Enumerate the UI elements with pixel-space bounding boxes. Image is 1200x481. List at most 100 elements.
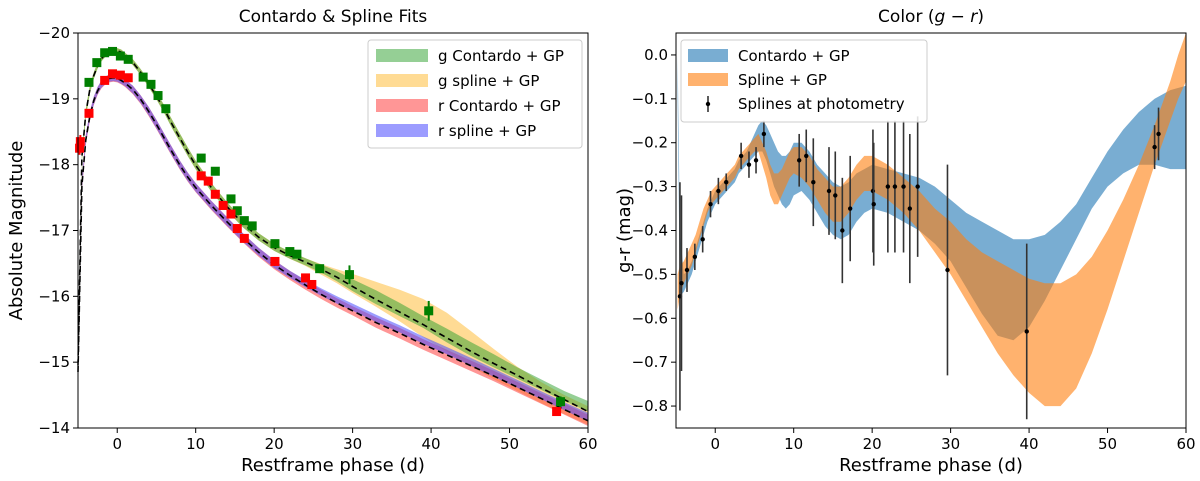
x-tick-label: 0 <box>710 435 720 453</box>
legend-label-g-contardo: g Contardo + GP <box>438 47 564 65</box>
r-band-point <box>301 273 311 283</box>
r-band-point <box>210 189 220 199</box>
g-band-point <box>92 58 102 68</box>
g-band-point <box>161 104 171 114</box>
left-x-axis-label: Restframe phase (d) <box>241 455 425 476</box>
left-y-axis-label: Absolute Magnitude <box>6 141 27 321</box>
g-band-point <box>232 206 242 216</box>
g-band-point <box>84 77 94 87</box>
r-band-point <box>115 70 125 80</box>
band-g-spline <box>78 47 588 425</box>
y-tick-label: −0.4 <box>632 222 668 240</box>
color-point <box>700 237 705 242</box>
y-tick-label: 0.0 <box>644 46 668 64</box>
band-contardo-color <box>677 54 1186 341</box>
x-tick-label: 60 <box>578 435 597 453</box>
right-title-text: Color ( <box>878 7 934 27</box>
r-band-point <box>226 209 236 219</box>
y-tick-label: −18 <box>38 156 70 174</box>
right-title-close: ) <box>977 7 984 27</box>
r-band-point <box>232 224 242 234</box>
panel-color: Color (g − r) 0 10 20 30 40 50 60 0.0 −0.1 −0.2 −… <box>614 7 1196 476</box>
panel-light-curves: Contardo & Spline Fits 0 10 20 30 40 50 60 −20… <box>6 7 598 476</box>
color-point <box>915 184 920 189</box>
g-band-point <box>285 247 295 257</box>
legend-label-r-contardo: r Contardo + GP <box>438 97 561 115</box>
color-point <box>833 193 838 198</box>
right-data-points <box>677 107 1161 420</box>
color-point <box>945 267 950 273</box>
r-band-point <box>75 137 85 147</box>
color-point <box>826 188 832 194</box>
g-band-point <box>115 51 125 61</box>
left-y-ticks: −20 −19 −18 −17 −16 −15 −14 <box>38 24 78 437</box>
r-band-point <box>123 73 133 83</box>
g-band-point <box>100 48 110 58</box>
color-point <box>1156 131 1161 137</box>
x-tick-label: 40 <box>422 435 441 453</box>
right-title-math: g − r <box>934 7 978 27</box>
color-point <box>901 184 906 189</box>
left-data-points <box>75 46 566 417</box>
legend-swatch-spline <box>688 73 728 86</box>
left-legend: g Contardo + GP g spline + GP r Contardo… <box>367 39 583 149</box>
y-tick-label: −0.1 <box>632 90 668 108</box>
left-x-ticks: 0 10 20 30 40 50 60 <box>112 428 598 453</box>
right-legend-box <box>680 39 928 123</box>
legend-swatch-contardo <box>688 49 728 62</box>
x-tick-label: 30 <box>343 435 362 453</box>
color-point <box>840 228 845 233</box>
legend-swatch-r-spline <box>376 124 428 137</box>
color-point <box>738 153 744 159</box>
g-band-point <box>239 216 249 226</box>
x-tick-label: 0 <box>112 435 122 453</box>
right-x-ticks: 0 10 20 30 40 50 60 <box>710 428 1196 453</box>
g-band-point <box>424 306 434 316</box>
g-band-point <box>556 397 566 407</box>
legend-label-spline: Spline + GP <box>738 71 827 89</box>
r-band-point <box>270 256 280 266</box>
r-band-point <box>307 279 317 289</box>
x-tick-label: 20 <box>863 435 882 453</box>
color-point <box>811 180 816 185</box>
legend-swatch-errorbar <box>705 96 711 112</box>
legend-errorbar-dot <box>705 101 711 107</box>
band-spline-color <box>677 33 1186 407</box>
color-point <box>724 180 729 185</box>
legend-swatch-g-contardo <box>376 49 428 62</box>
g-band-point <box>196 153 206 163</box>
color-point <box>753 158 759 163</box>
g-band-point <box>138 72 148 82</box>
legend-label-g-spline: g spline + GP <box>438 72 539 90</box>
g-band-point <box>292 249 302 259</box>
color-point <box>804 153 809 159</box>
color-point <box>1024 329 1029 334</box>
r-band-point <box>196 171 206 181</box>
color-point <box>761 131 767 137</box>
g-band-point <box>123 54 133 64</box>
y-tick-label: −0.8 <box>632 397 668 415</box>
right-x-axis-label: Restframe phase (d) <box>839 455 1023 476</box>
r-band-point <box>108 69 118 79</box>
legend-label-contardo: Contardo + GP <box>738 47 850 65</box>
r-band-point <box>84 108 94 118</box>
right-chart-title: Color (g − r) <box>878 7 984 27</box>
x-tick-label: 60 <box>1176 435 1195 453</box>
y-tick-label: −0.2 <box>632 134 668 152</box>
r-band-point <box>100 75 110 85</box>
y-tick-label: −17 <box>38 222 70 240</box>
g-band-point <box>210 166 220 176</box>
x-tick-label: 50 <box>500 435 519 453</box>
color-point <box>684 267 690 273</box>
legend-swatch-r-contardo <box>376 99 428 112</box>
legend-label-r-spline: r spline + GP <box>438 122 536 140</box>
x-tick-label: 30 <box>941 435 960 453</box>
g-band-point <box>108 46 118 56</box>
right-y-ticks: 0.0 −0.1 −0.2 −0.3 −0.4 −0.5 −0.6 −0.7 −0.8 <box>632 46 676 415</box>
y-tick-label: −20 <box>38 24 70 42</box>
g-band-point <box>153 91 163 101</box>
left-legend-box <box>367 39 583 149</box>
color-point <box>679 280 684 286</box>
g-band-point <box>270 239 280 249</box>
